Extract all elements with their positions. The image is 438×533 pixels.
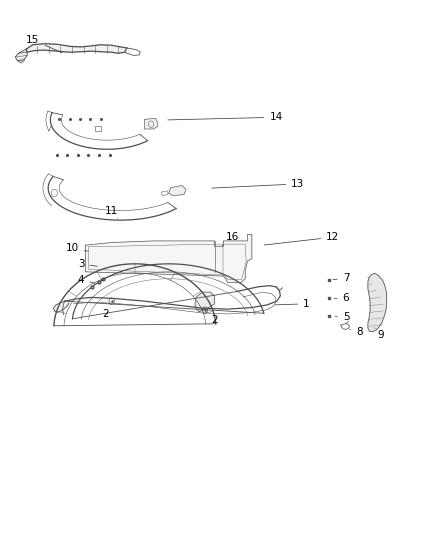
FancyBboxPatch shape [95,126,101,131]
Text: 2: 2 [206,312,218,325]
Polygon shape [26,44,127,53]
Text: 3: 3 [78,259,97,269]
Text: 10: 10 [66,243,88,253]
Polygon shape [169,185,186,196]
Polygon shape [15,49,27,61]
Text: 2: 2 [102,304,111,319]
Text: 1: 1 [275,299,310,309]
Text: 5: 5 [335,312,350,322]
Text: 6: 6 [334,294,350,303]
Text: 16: 16 [222,232,239,246]
Polygon shape [145,118,158,129]
Polygon shape [368,273,387,332]
Text: 14: 14 [168,112,283,122]
Text: 7: 7 [333,273,350,283]
Text: 9: 9 [374,328,385,340]
Polygon shape [85,235,252,282]
Text: 15: 15 [26,35,62,53]
Text: 13: 13 [212,179,304,189]
Polygon shape [18,60,24,63]
Text: 11: 11 [105,206,118,219]
Text: 4: 4 [78,275,95,285]
Text: 8: 8 [350,327,363,336]
Polygon shape [53,301,69,312]
Text: 12: 12 [264,232,339,245]
Polygon shape [195,292,215,312]
